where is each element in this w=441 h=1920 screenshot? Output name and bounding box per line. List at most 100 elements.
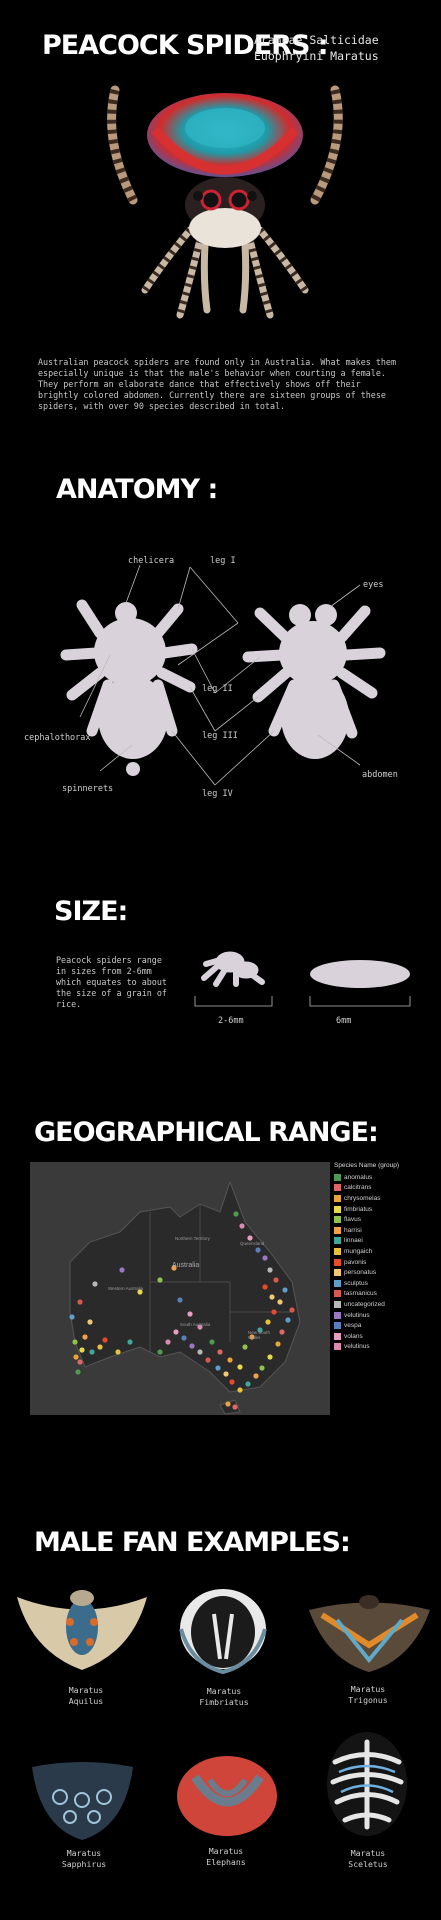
observation-dot [157, 1277, 163, 1283]
fan-image-sapphirus [32, 1762, 133, 1840]
legend-label: flavus [344, 1216, 361, 1224]
observation-dot [265, 1319, 271, 1325]
observation-dot [215, 1365, 221, 1371]
observation-dot [127, 1339, 133, 1345]
fans-heading: MALE FAN EXAMPLES: [34, 1527, 351, 1558]
legend-label: sculptus [344, 1279, 368, 1287]
legend-item: chrysomelas [334, 1193, 399, 1204]
spider-size-label: 2-6mm [218, 1016, 244, 1026]
legend-swatch [334, 1300, 341, 1308]
label-eyes: eyes [363, 580, 384, 590]
observation-dot [92, 1281, 98, 1287]
fan-species: Sapphirus [61, 1859, 107, 1869]
legend-item: flavus [334, 1214, 399, 1225]
map-label-wa: Western Australia [108, 1286, 144, 1291]
fan-image-sceletus [327, 1732, 407, 1836]
legend-label: tasmanicus [344, 1290, 377, 1298]
taxonomy-line-2: Euophryini Maratus [254, 49, 379, 63]
observation-dot [189, 1343, 195, 1349]
legend-swatch [334, 1226, 341, 1234]
legend-swatch [334, 1343, 341, 1351]
geo-heading: GEOGRAPHICAL RANGE: [34, 1117, 379, 1148]
observation-dot [187, 1311, 193, 1317]
observation-dot [209, 1339, 215, 1345]
observation-dot [205, 1357, 211, 1363]
rice-size-label: 6mm [336, 1016, 352, 1026]
legend-swatch [334, 1194, 341, 1202]
legend-title: Species Name (group) [334, 1162, 400, 1169]
map-label-qld: Queensland [240, 1241, 265, 1246]
legend-label: mungaich [344, 1247, 373, 1255]
observation-dot [181, 1335, 187, 1341]
fan-caption-aquilus: Maratus Aquilus [36, 1685, 136, 1707]
legend-swatch [334, 1258, 341, 1266]
fan-image-aquilus [17, 1590, 147, 1670]
observation-dot [197, 1349, 203, 1355]
anatomy-heading: ANATOMY : [56, 474, 218, 505]
fan-genus: Maratus [350, 1848, 386, 1858]
legend-item: calcitrans [334, 1183, 399, 1194]
anatomy-diagram [60, 564, 386, 786]
legend-swatch [334, 1173, 341, 1181]
fan-genus: Maratus [208, 1846, 244, 1856]
legend-item: vespa [334, 1320, 399, 1331]
observation-dot [165, 1339, 171, 1345]
observation-dot [247, 1235, 253, 1241]
observation-dot [239, 1223, 245, 1229]
fan-species: Trigonus [348, 1695, 388, 1705]
fan-genus: Maratus [350, 1684, 386, 1694]
legend-label: pavonis [344, 1258, 367, 1266]
observation-dot [253, 1373, 259, 1379]
observation-dot [237, 1387, 243, 1393]
observation-dot [102, 1337, 108, 1343]
legend-item: mungaich [334, 1246, 399, 1257]
observation-dot [285, 1317, 291, 1323]
fan-caption-elephans: Maratus Elephans [176, 1846, 276, 1868]
legend-label: volans [344, 1332, 363, 1340]
observation-dot [242, 1344, 248, 1350]
label-chelicera: chelicera [128, 556, 175, 566]
fan-image-elephans [177, 1756, 277, 1836]
observation-dot [89, 1349, 95, 1355]
observation-dot [255, 1247, 261, 1253]
observation-dot [177, 1297, 183, 1303]
observation-dot [257, 1327, 263, 1333]
legend-item: volans [334, 1331, 399, 1342]
observation-dot [79, 1347, 85, 1353]
legend-swatch [334, 1279, 341, 1287]
peacock-spider-hero-image [107, 85, 343, 319]
legend-swatch [334, 1237, 341, 1245]
legend-label: uncategorized [344, 1300, 385, 1308]
legend-label: linnaei [344, 1237, 363, 1245]
legend-label: fimbriatus [344, 1205, 373, 1213]
fan-genus: Maratus [66, 1848, 102, 1858]
observation-dot [72, 1339, 78, 1345]
observation-dot [232, 1404, 238, 1410]
legend-item: tasmanicus [334, 1289, 399, 1300]
legend-label: anomalus [344, 1173, 373, 1181]
observation-dot [289, 1307, 295, 1313]
size-comparison [194, 951, 411, 1007]
legend-item: uncategorized [334, 1299, 399, 1310]
observation-dot [82, 1334, 88, 1340]
legend-label: calcitrans [344, 1184, 372, 1192]
observation-dot [262, 1255, 268, 1261]
australia-range-map [30, 1162, 330, 1415]
legend-label: chrysomelas [344, 1194, 381, 1202]
observation-dot [227, 1357, 233, 1363]
observation-dot [277, 1299, 283, 1305]
legend-item: linnaei [334, 1236, 399, 1247]
map-label-sa: South Australia [180, 1322, 211, 1327]
observation-dot [197, 1324, 203, 1330]
legend-label: velutinus [344, 1311, 370, 1319]
legend-item: pavonis [334, 1257, 399, 1268]
size-description: Peacock spiders range in sizes from 2-6m… [56, 955, 167, 1009]
observation-dot [173, 1329, 179, 1335]
legend-item: harrisi [334, 1225, 399, 1236]
page-title: PEACOCK SPIDERS : [42, 30, 329, 61]
legend-item: anomalus [334, 1172, 399, 1183]
observation-dot [119, 1267, 125, 1273]
fan-caption-fimbriatus: Maratus Fimbriatus [174, 1686, 274, 1708]
label-leg-2: leg II [202, 684, 233, 694]
legend-swatch [334, 1322, 341, 1330]
